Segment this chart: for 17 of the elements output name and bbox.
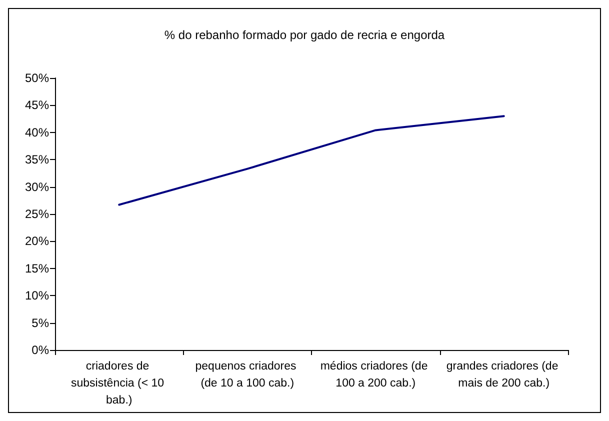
y-tick-label: 20% bbox=[24, 234, 50, 248]
y-tick-label: 45% bbox=[24, 98, 50, 112]
x-tick-label: médios criadores (de 100 a 200 cab.) bbox=[320, 360, 431, 390]
line-series bbox=[118, 115, 505, 206]
y-tick-label: 0% bbox=[32, 343, 50, 357]
y-tick-label: 50% bbox=[24, 71, 50, 85]
y-tick-label: 15% bbox=[24, 261, 50, 276]
chart-title: % do rebanho formado por gado de recria e engorda bbox=[164, 28, 445, 42]
y-tick-label: 5% bbox=[32, 316, 50, 330]
x-tick-label: pequenos criadores (de 10 a 100 cab.) bbox=[195, 360, 300, 390]
x-tick-label: grandes criadores (de mais de 200 cab.) bbox=[446, 360, 562, 390]
x-tick-label: criadores de subsistência (< 10 bab.) bbox=[71, 360, 168, 406]
y-tick-label: 30% bbox=[24, 180, 50, 194]
y-tick-label: 25% bbox=[24, 207, 50, 221]
y-tick-label: 10% bbox=[24, 288, 50, 303]
y-tick-label: 40% bbox=[24, 125, 50, 140]
y-tick-label: 35% bbox=[24, 152, 50, 167]
